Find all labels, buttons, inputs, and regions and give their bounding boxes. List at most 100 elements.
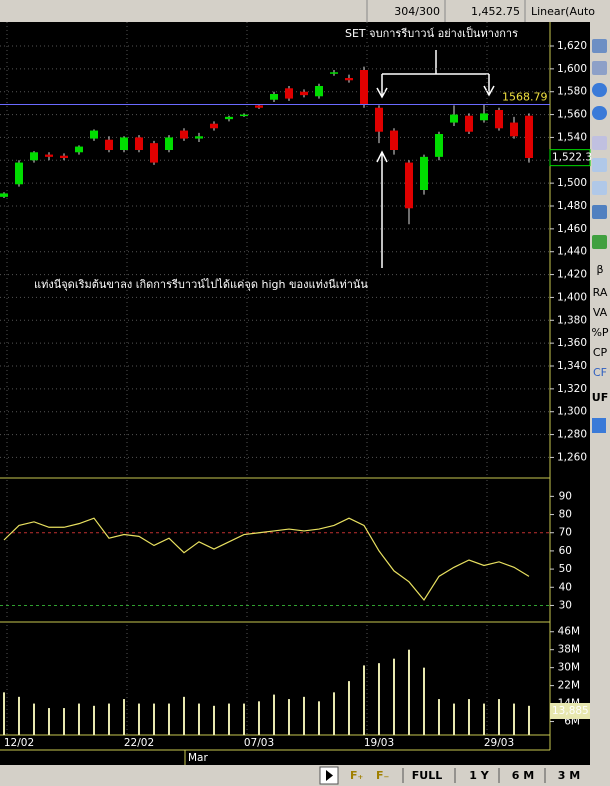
- y-tick-label: 22M: [558, 680, 580, 692]
- candle-body: [165, 137, 173, 150]
- y-tick-label: 70: [559, 527, 572, 539]
- candle-body: [435, 134, 443, 157]
- candle-body: [270, 94, 278, 100]
- y-tick-label: 40: [559, 581, 572, 593]
- help-icon[interactable]: [592, 418, 606, 433]
- y-tick-label: 1,360: [557, 337, 587, 349]
- toolbar-button[interactable]: FULL: [412, 769, 442, 782]
- side-button[interactable]: CF: [593, 366, 607, 379]
- side-button[interactable]: UF: [592, 391, 608, 404]
- side-button[interactable]: %P: [591, 326, 608, 339]
- side-icon[interactable]: [592, 136, 607, 150]
- top-field[interactable]: Linear(Auto: [531, 5, 595, 18]
- candle-body: [150, 143, 158, 163]
- y-tick-label: 46M: [558, 626, 580, 638]
- volume-bar: [393, 658, 395, 735]
- volume-bar: [243, 703, 245, 735]
- volume-bar: [153, 703, 155, 735]
- bottom-toolbar: [0, 765, 610, 786]
- candle-body: [180, 130, 188, 139]
- side-button[interactable]: VA: [593, 306, 608, 319]
- volume-bar: [378, 663, 380, 735]
- y-tick-label: 30M: [558, 662, 580, 674]
- candle-body: [120, 137, 128, 150]
- candle-body: [225, 116, 233, 120]
- volume-bar: [138, 703, 140, 735]
- x-tick-label: 07/03: [244, 737, 274, 749]
- toolbar-button[interactable]: 1 Y: [469, 769, 489, 782]
- toolbar-button[interactable]: 6 M: [512, 769, 534, 782]
- candle-body: [300, 91, 308, 96]
- y-tick-label: 1,540: [557, 131, 587, 143]
- candle-body: [45, 154, 53, 157]
- candle-body: [60, 155, 68, 158]
- side-icon[interactable]: [592, 181, 607, 195]
- side-button[interactable]: RA: [593, 286, 608, 299]
- side-button[interactable]: CP: [593, 346, 608, 359]
- candle-body: [465, 115, 473, 132]
- volume-bar: [33, 703, 35, 735]
- toolbar-button[interactable]: 3 M: [558, 769, 580, 782]
- y-tick-label: 1,320: [557, 383, 587, 395]
- y-tick-label: 1,300: [557, 406, 587, 418]
- volume-bar: [303, 696, 305, 735]
- candle-body: [330, 72, 338, 74]
- y-tick-label: 1,280: [557, 429, 587, 441]
- volume-bar: [273, 694, 275, 735]
- candle-body: [90, 130, 98, 139]
- volume-bar: [423, 667, 425, 735]
- volume-bar: [513, 703, 515, 735]
- candle-body: [195, 136, 203, 139]
- volume-bar: [498, 699, 500, 735]
- volume-bar: [3, 692, 5, 735]
- volume-bar: [108, 703, 110, 735]
- y-tick-label: 1,440: [557, 246, 587, 258]
- candle-body: [30, 152, 38, 161]
- candle-body: [420, 156, 428, 190]
- top-bar: [0, 0, 610, 22]
- x-tick-label: 19/03: [364, 737, 394, 749]
- annotation: SET จบการรีบาวน์ อย่างเป็นทางการ: [345, 26, 518, 40]
- volume-bar: [198, 703, 200, 735]
- volume-bar: [288, 699, 290, 735]
- side-icon[interactable]: [592, 61, 607, 75]
- last-volume-label: 13,885: [552, 705, 589, 717]
- candle-body: [315, 86, 323, 97]
- x-tick-label: 29/03: [484, 737, 514, 749]
- candle-body: [285, 88, 293, 99]
- candle-body: [135, 137, 143, 150]
- y-tick-label: 90: [559, 490, 572, 502]
- y-tick-label: 1,400: [557, 291, 587, 303]
- side-icon[interactable]: [592, 39, 607, 53]
- top-field: 1,452.75: [471, 5, 520, 18]
- y-tick-label: 80: [559, 509, 572, 521]
- y-tick-label: 1,600: [557, 63, 587, 75]
- side-icon[interactable]: [592, 205, 607, 219]
- volume-bar: [453, 703, 455, 735]
- zoom-out-f[interactable]: F₋: [376, 769, 390, 782]
- y-tick-label: 60: [559, 545, 572, 557]
- zoom-in-f[interactable]: F₊: [350, 769, 364, 782]
- volume-bar: [18, 696, 20, 735]
- side-icon[interactable]: [592, 235, 607, 249]
- volume-bar: [258, 701, 260, 735]
- y-tick-label: 1,560: [557, 109, 587, 121]
- volume-bar: [228, 703, 230, 735]
- volume-bar: [63, 708, 65, 735]
- side-icon[interactable]: [592, 106, 607, 120]
- candle-body: [510, 122, 518, 137]
- y-tick-label: 30: [559, 599, 572, 611]
- volume-bar: [318, 701, 320, 735]
- y-tick-label: 1,480: [557, 200, 587, 212]
- candle-body: [15, 162, 23, 185]
- last-volume-box: [550, 703, 590, 719]
- side-icon[interactable]: [592, 158, 607, 172]
- candle-body: [210, 123, 218, 129]
- side-icon[interactable]: [592, 83, 607, 97]
- volume-bar: [123, 699, 125, 735]
- volume-bar: [468, 699, 470, 735]
- side-button[interactable]: β: [596, 263, 603, 276]
- candle-body: [450, 114, 458, 123]
